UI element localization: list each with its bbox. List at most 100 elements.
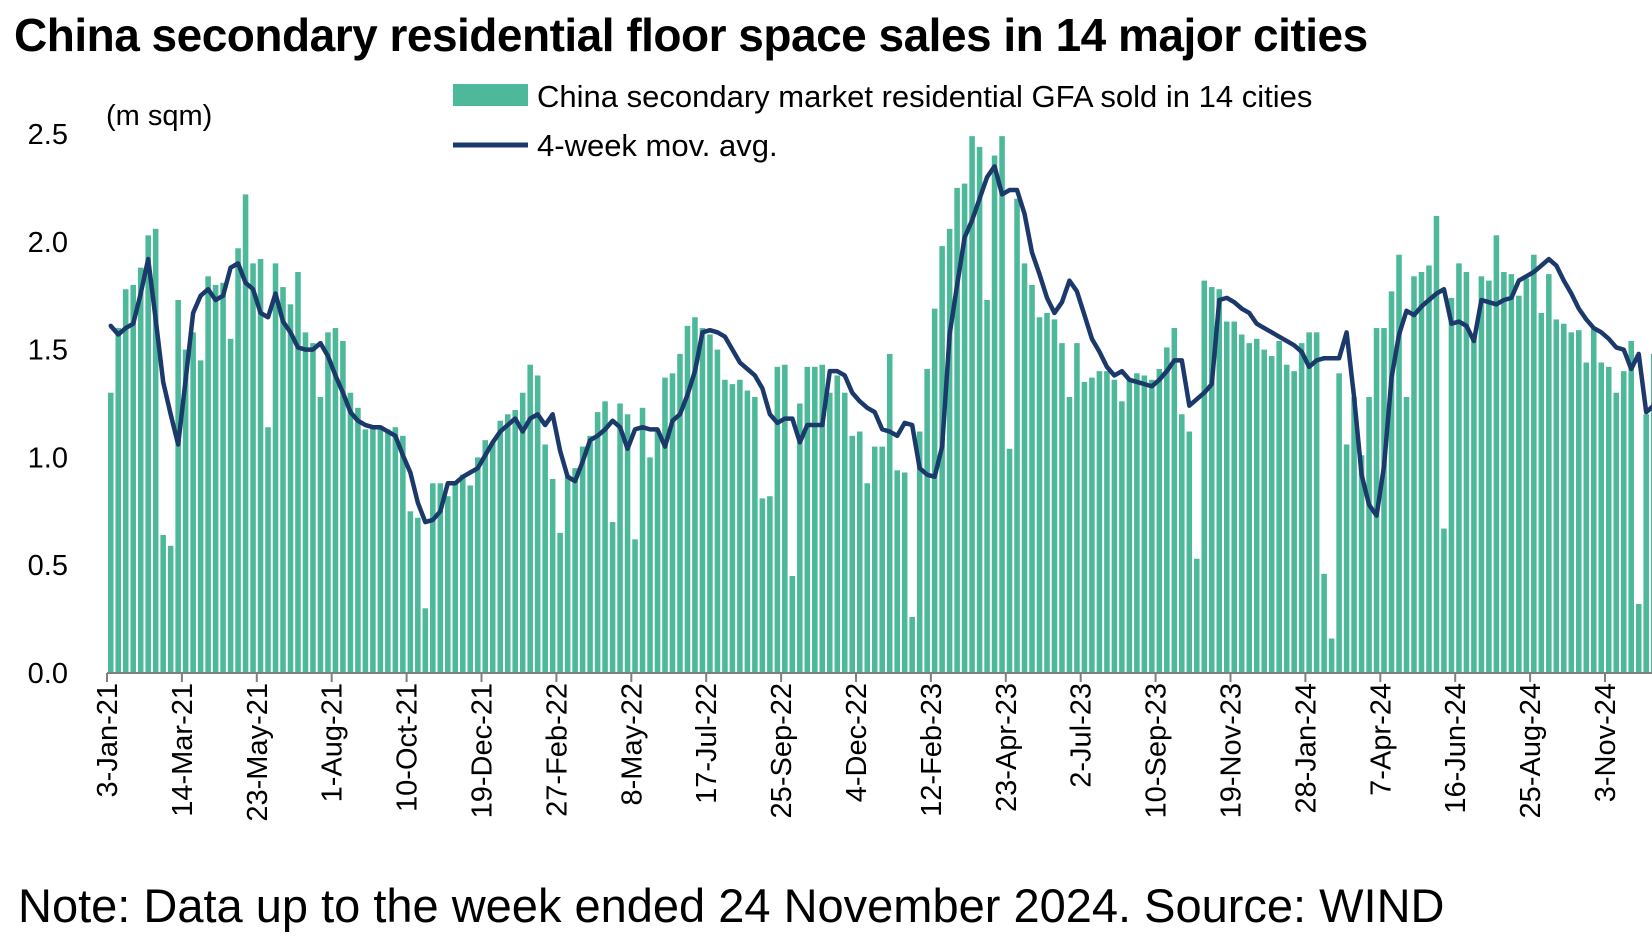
bar	[1096, 371, 1103, 673]
bar	[1246, 343, 1252, 673]
x-tick-label: 10-Oct-21	[392, 683, 424, 812]
y-tick-label: 0.5	[28, 550, 68, 582]
bar	[430, 483, 436, 673]
bar	[467, 485, 474, 673]
bar	[782, 364, 788, 673]
bar	[707, 334, 713, 673]
bar	[812, 366, 818, 673]
bar	[497, 420, 503, 673]
y-tick-label: 1.5	[28, 335, 68, 367]
bar	[115, 328, 121, 673]
bar	[969, 136, 975, 673]
x-tick-label: 23-Apr-23	[991, 683, 1023, 812]
x-tick-label: 1-Aug-21	[317, 683, 349, 802]
x-tick-label: 4-Dec-22	[841, 683, 873, 802]
bar	[302, 332, 309, 673]
bar	[1605, 366, 1612, 673]
bar	[924, 369, 930, 673]
bar	[1298, 343, 1305, 673]
bar	[639, 407, 646, 673]
bar	[107, 392, 114, 673]
bar	[774, 366, 781, 673]
bar	[1104, 371, 1110, 673]
bar	[1044, 312, 1050, 673]
bar	[197, 360, 204, 673]
bar	[1478, 276, 1485, 673]
bar	[617, 403, 623, 673]
bar	[954, 187, 960, 673]
bar	[1343, 444, 1350, 673]
legend-bar-label: China secondary market residential GFA s…	[537, 79, 1312, 114]
bar	[407, 511, 414, 673]
bar	[1538, 312, 1545, 673]
bar	[1336, 373, 1342, 673]
bar	[1426, 265, 1432, 673]
bar	[489, 442, 496, 673]
bar	[984, 300, 990, 673]
bar	[1358, 455, 1365, 673]
bar	[1635, 604, 1642, 673]
bar	[1209, 287, 1215, 673]
bar	[684, 325, 691, 673]
bar	[1546, 274, 1552, 673]
bar	[527, 364, 533, 673]
bar	[1111, 379, 1118, 673]
bar	[609, 522, 616, 673]
bar	[557, 532, 563, 673]
bar	[692, 317, 698, 673]
source-note: Note: Data up to the week ended 24 Novem…	[18, 879, 1445, 932]
bar	[152, 228, 159, 674]
bar	[602, 401, 608, 673]
bar	[1351, 397, 1357, 673]
bar	[1126, 379, 1133, 673]
bar	[332, 328, 339, 673]
bar	[1313, 332, 1320, 673]
x-tick-label: 25-Sep-22	[766, 683, 798, 818]
x-tick-label: 2-Jul-23	[1066, 683, 1098, 788]
bar	[1253, 338, 1260, 673]
bar	[1276, 340, 1282, 673]
bar	[939, 246, 945, 674]
bar	[572, 468, 578, 673]
bar	[512, 409, 518, 673]
bar	[587, 435, 593, 673]
x-tick-label: 14-Mar-21	[167, 683, 199, 817]
bar	[1006, 448, 1013, 673]
bar	[1306, 332, 1312, 673]
legend: China secondary market residential GFA s…	[453, 79, 1312, 163]
bar	[737, 379, 743, 673]
bar	[287, 304, 294, 673]
bar	[864, 483, 870, 673]
bar	[1261, 349, 1267, 673]
bar	[295, 271, 301, 673]
bar	[662, 377, 668, 673]
bar	[452, 483, 459, 673]
bar	[1381, 328, 1387, 673]
x-tick-label: 25-Aug-24	[1515, 683, 1547, 818]
bar	[400, 435, 406, 673]
bar	[519, 392, 526, 673]
moving-average-line	[108, 164, 1652, 525]
bar	[1223, 321, 1230, 673]
bar	[579, 446, 586, 673]
bar	[909, 616, 915, 673]
bar	[1628, 340, 1634, 673]
bar	[317, 397, 324, 673]
bar	[1059, 343, 1065, 673]
bar	[355, 407, 361, 673]
axes	[106, 672, 1652, 682]
bar	[1051, 319, 1058, 673]
bar	[242, 194, 249, 673]
bar	[647, 457, 653, 673]
bar	[310, 343, 316, 673]
bar	[669, 373, 676, 673]
bar	[1650, 353, 1652, 673]
bar	[1216, 289, 1223, 673]
bar	[145, 235, 151, 673]
bar	[1119, 401, 1125, 673]
x-tick-label: 3-Jan-21	[92, 683, 124, 797]
bar	[1471, 336, 1477, 673]
bar	[1411, 276, 1417, 673]
x-tick-label: 19-Nov-23	[1216, 683, 1248, 818]
bar	[1463, 271, 1470, 673]
